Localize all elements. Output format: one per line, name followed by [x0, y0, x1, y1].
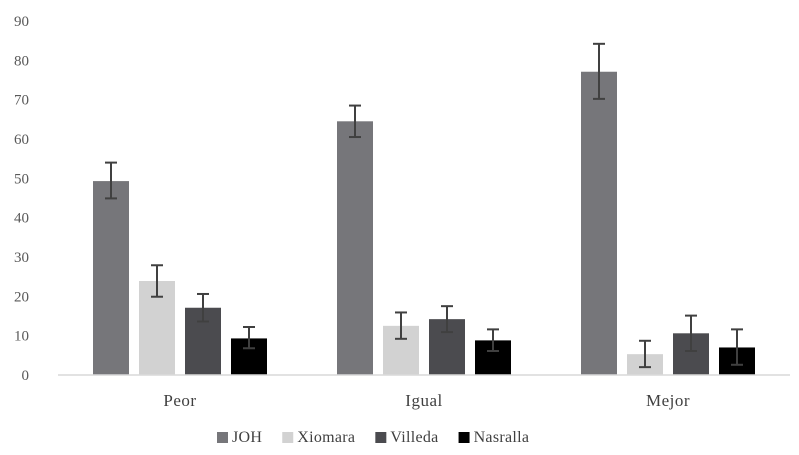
legend-label-joh: JOH: [232, 429, 262, 446]
y-tick-label-90: 90: [14, 14, 29, 30]
y-tick-label-10: 10: [14, 329, 29, 345]
bar-joh-peor: [93, 181, 129, 375]
legend-label-nasralla: Nasralla: [474, 429, 530, 446]
y-tick-label-0: 0: [22, 368, 30, 384]
bar-joh-igual: [337, 121, 373, 375]
error-bars: [105, 42, 743, 369]
bar-joh-mejor: [581, 71, 617, 376]
y-tick-label-30: 30: [14, 250, 29, 266]
x-category-label-peor: Peor: [163, 391, 196, 410]
legend-swatch-villeda: [375, 432, 387, 443]
legend-swatch-xiomara: [282, 432, 294, 443]
legend-label-villeda: Villeda: [390, 429, 438, 446]
legend-swatch-nasralla: [458, 432, 470, 443]
y-tick-label-80: 80: [14, 53, 29, 69]
legend-swatch-joh: [217, 432, 228, 443]
y-tick-label-50: 50: [14, 171, 29, 187]
y-tick-label-70: 70: [14, 93, 29, 109]
x-axis-categories: Peor Igual Mejor: [163, 391, 690, 410]
y-tick-label-40: 40: [14, 211, 29, 227]
legend-label-xiomara: Xiomara: [297, 429, 355, 446]
x-category-label-mejor: Mejor: [646, 391, 690, 410]
x-category-label-igual: Igual: [405, 391, 442, 410]
bars: [93, 71, 755, 376]
y-tick-label-20: 20: [14, 289, 29, 305]
legend: JOH Xiomara Villeda Nasralla: [217, 429, 529, 446]
y-tick-label-60: 60: [14, 132, 29, 148]
y-axis: 0 10 20 30 40 50 60 70 80 90: [14, 14, 29, 384]
